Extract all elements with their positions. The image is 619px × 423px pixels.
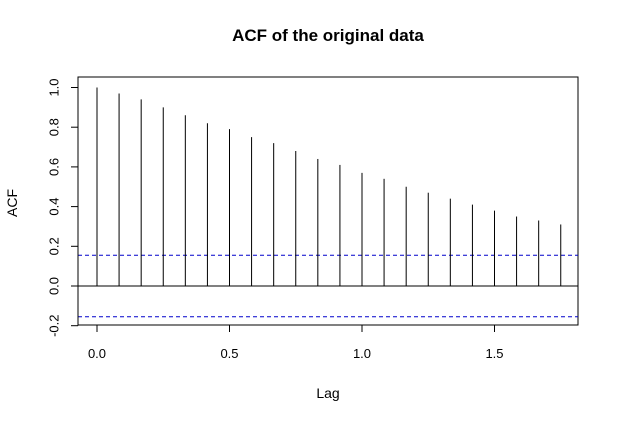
y-axis-label: ACF xyxy=(4,189,20,217)
x-tick-label: 0.0 xyxy=(88,346,106,361)
x-tick-label: 1.0 xyxy=(353,346,371,361)
y-tick-label: 0.8 xyxy=(46,118,61,136)
y-tick-label: -0.2 xyxy=(46,314,61,336)
x-tick-label: 0.5 xyxy=(220,346,238,361)
y-tick-label: 0.6 xyxy=(46,158,61,176)
y-tick-label: 0.4 xyxy=(46,198,61,216)
x-axis-label: Lag xyxy=(316,385,339,401)
plot-frame xyxy=(77,76,579,326)
y-axis: -0.2 0.0 0.2 0.4 0.6 0.8 1.0 xyxy=(46,78,79,337)
y-tick-label: 0.0 xyxy=(46,277,61,295)
x-axis: 0.0 0.5 1.0 1.5 xyxy=(88,324,504,361)
y-tick-label: 1.0 xyxy=(46,78,61,96)
acf-bars xyxy=(96,87,562,286)
x-tick-label: 1.5 xyxy=(485,346,503,361)
y-tick-label: 0.2 xyxy=(46,237,61,255)
chart-title: ACF of the original data xyxy=(232,26,424,45)
